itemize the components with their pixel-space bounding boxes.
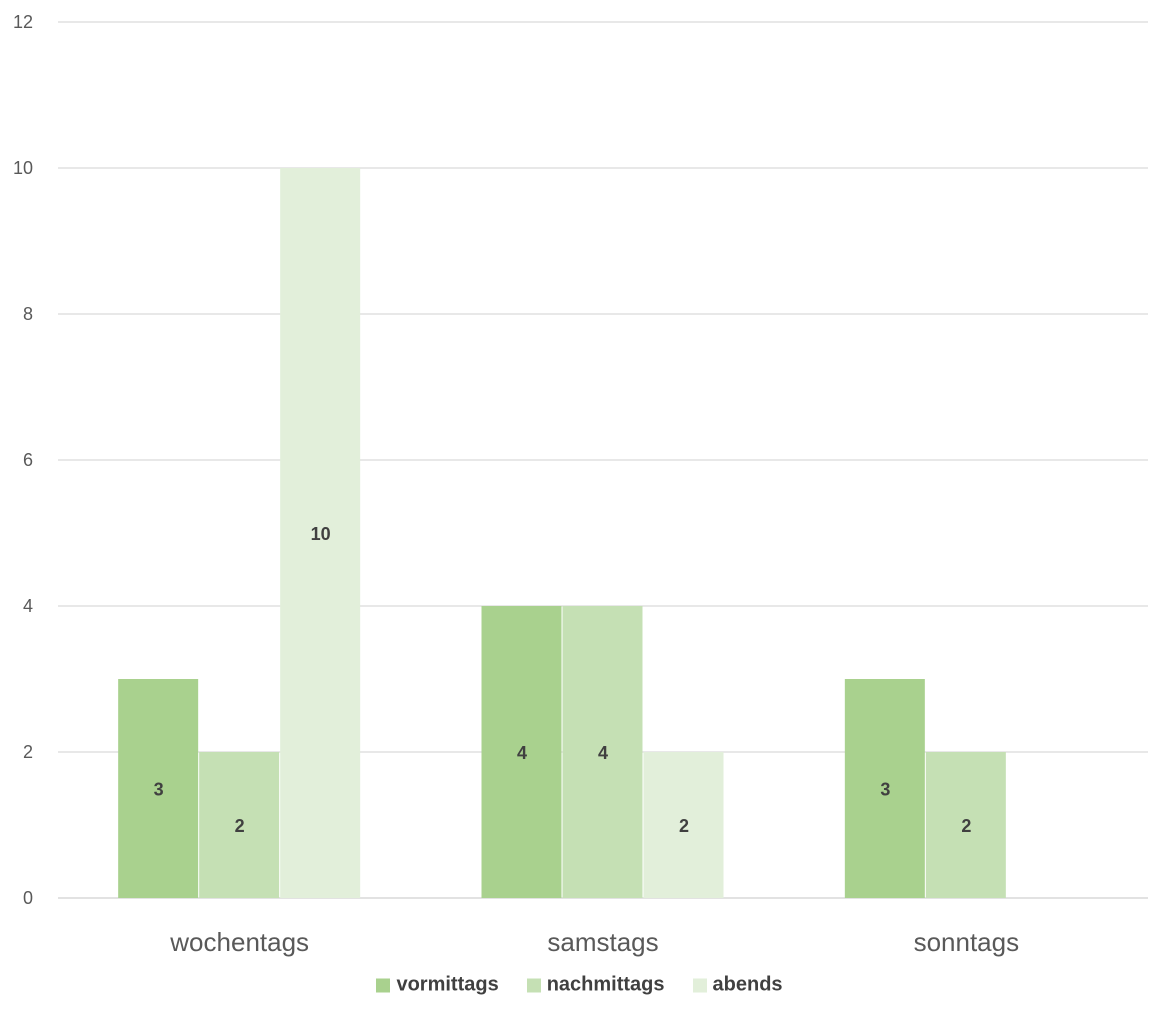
legend-swatch (526, 978, 541, 992)
data-label-nachmittags-sonntags: 2 (961, 816, 971, 836)
bar-nachmittags-sonntags (925, 752, 1006, 898)
legend-label: abends (712, 973, 783, 996)
bar-nachmittags-wochentags (199, 752, 280, 898)
y-tick-label: 4 (23, 596, 33, 616)
bar-vormittags-samstags (481, 606, 562, 898)
y-axis-tick-labels: 0 2 4 6 8 10 12 (13, 12, 33, 908)
y-tick-label: 8 (23, 304, 33, 324)
bar-vormittags-sonntags (844, 679, 925, 898)
data-label-vormittags-sonntags: 3 (880, 780, 890, 800)
data-label-abends-wochentags: 10 (311, 524, 331, 544)
legend-item-vormittags: vormittags (376, 973, 499, 997)
y-tick-label: 12 (13, 12, 33, 32)
data-label-vormittags-wochentags: 3 (154, 780, 164, 800)
data-labels: 3 2 10 4 4 2 3 2 (154, 524, 972, 836)
y-tick-label: 0 (23, 888, 33, 908)
bar-abends-wochentags (280, 168, 361, 898)
y-tick-label: 2 (23, 742, 33, 762)
x-axis-category-labels: wochentags samstags sonntags (169, 927, 1019, 957)
bar-abends-samstags (643, 752, 724, 898)
data-label-nachmittags-samstags: 4 (598, 743, 608, 763)
bar-nachmittags-samstags (562, 606, 643, 898)
y-tick-label: 6 (23, 450, 33, 470)
bars (118, 168, 1006, 898)
legend-item-abends: abends (692, 973, 783, 997)
data-label-vormittags-samstags: 4 (517, 743, 527, 763)
legend-label: vormittags (396, 973, 499, 996)
legend-swatch (376, 978, 391, 992)
data-label-nachmittags-wochentags: 2 (235, 816, 245, 836)
x-category-label: sonntags (914, 927, 1020, 957)
x-category-label: samstags (547, 927, 658, 957)
y-tick-label: 10 (13, 158, 33, 178)
legend-swatch (692, 978, 707, 992)
x-category-label: wochentags (169, 927, 309, 957)
legend: vormittags nachmittags abends (0, 974, 1159, 997)
legend-item-nachmittags: nachmittags (526, 973, 665, 997)
data-label-abends-samstags: 2 (679, 816, 689, 836)
legend-label: nachmittags (546, 973, 665, 996)
bar-vormittags-wochentags (118, 679, 199, 898)
